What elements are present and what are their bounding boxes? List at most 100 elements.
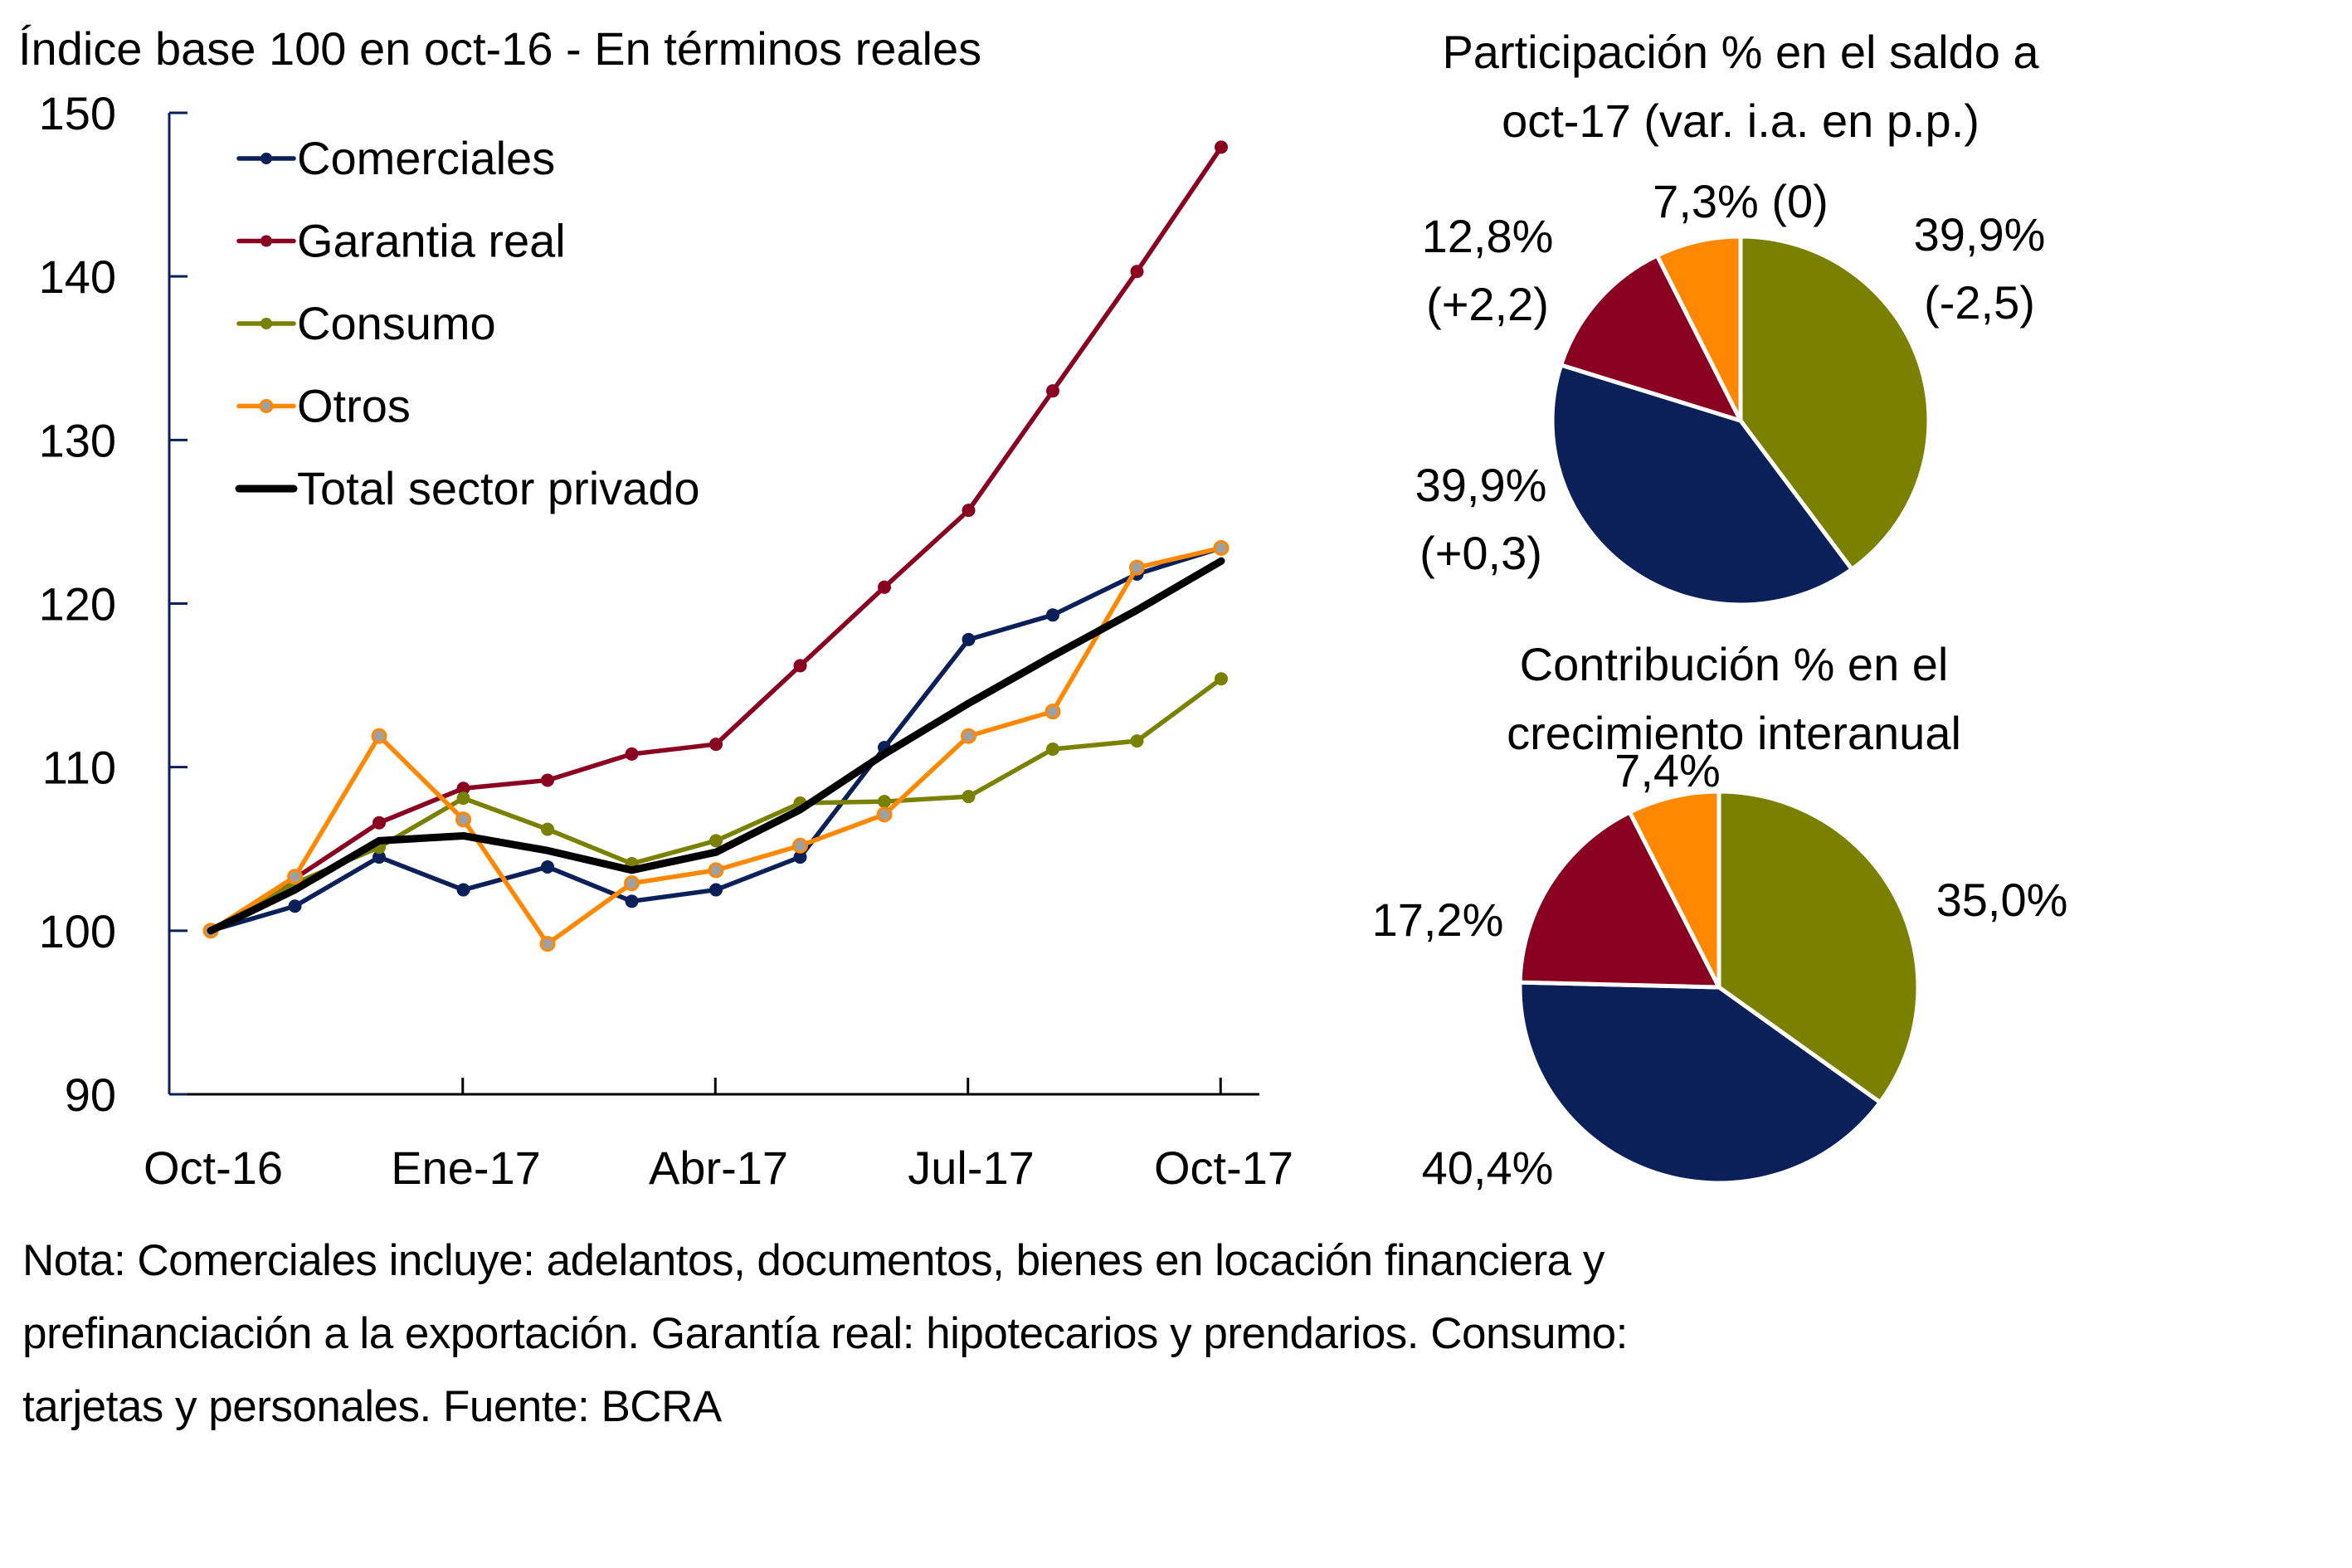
pie-data-label: 35,0% bbox=[1936, 874, 2068, 926]
data-point bbox=[288, 899, 302, 913]
x-tick-label: Jul-17 bbox=[908, 1142, 1035, 1194]
data-point bbox=[539, 936, 556, 952]
legend-item: Otros bbox=[236, 380, 411, 432]
legend-marker bbox=[261, 318, 272, 329]
data-point bbox=[1129, 559, 1145, 576]
pie-data-label: 7,4% bbox=[1614, 744, 1721, 796]
data-point bbox=[1215, 140, 1228, 154]
data-point bbox=[287, 869, 303, 885]
pie-data-label: 7,3% (0) bbox=[1653, 175, 1829, 227]
footnote-line-1: Nota: Comerciales incluye: adelantos, do… bbox=[22, 1236, 1605, 1285]
data-point bbox=[793, 659, 807, 673]
pie-slice-garantia-real bbox=[1517, 809, 1723, 990]
data-point bbox=[962, 504, 976, 518]
data-point bbox=[456, 791, 470, 806]
x-tick-label: Oct-17 bbox=[1154, 1142, 1293, 1194]
data-point bbox=[962, 632, 976, 646]
data-point bbox=[1215, 672, 1228, 686]
line-chart-title: Índice base 100 en oct-16 - En términos … bbox=[18, 22, 981, 75]
legend-marker bbox=[259, 399, 274, 413]
y-tick-label: 120 bbox=[39, 578, 116, 631]
data-point bbox=[371, 728, 387, 744]
data-point bbox=[792, 837, 808, 854]
legend-item: Garantia real bbox=[236, 215, 566, 267]
data-point bbox=[1213, 539, 1230, 556]
legend-item: Comerciales bbox=[236, 132, 555, 184]
data-point bbox=[624, 875, 640, 892]
data-point bbox=[878, 795, 891, 809]
data-point bbox=[625, 747, 639, 761]
footnote: Nota: Comerciales incluye: adelantos, do… bbox=[22, 1225, 2096, 1444]
pie-data-label: (+0,3) bbox=[1419, 527, 1542, 579]
pie-data-label: (+2,2) bbox=[1426, 278, 1549, 330]
y-tick-label: 110 bbox=[42, 742, 116, 794]
data-point bbox=[709, 834, 723, 848]
data-point bbox=[962, 790, 976, 804]
data-point bbox=[708, 862, 724, 879]
y-tick-labels: 90 100 110 120 130 140 150 bbox=[39, 87, 187, 1121]
series-line bbox=[207, 557, 1225, 935]
data-point bbox=[876, 806, 893, 823]
legend: Comerciales Garantia real Consumo Otros Tota… bbox=[235, 132, 700, 514]
data-point bbox=[456, 782, 470, 796]
pie-data-label: 17,2% bbox=[1372, 894, 1504, 946]
pie-data-label: 12,8% bbox=[1422, 210, 1554, 262]
legend-label: Otros bbox=[297, 380, 411, 432]
data-point bbox=[709, 738, 723, 752]
y-tick-label: 130 bbox=[39, 414, 116, 466]
data-point bbox=[373, 816, 386, 830]
y-tick-label: 90 bbox=[65, 1069, 116, 1121]
legend-marker bbox=[261, 235, 272, 247]
data-point bbox=[1046, 384, 1059, 398]
data-point bbox=[541, 859, 554, 874]
pie-slice-otros bbox=[1654, 234, 1743, 422]
x-tick-label: Abr-17 bbox=[649, 1142, 788, 1194]
x-tick-label: Oct-16 bbox=[144, 1142, 283, 1194]
pie-data-label: (-2,5) bbox=[1924, 276, 2035, 329]
pie2-title-line1: Contribución % en el bbox=[1520, 638, 1949, 690]
data-point bbox=[878, 580, 891, 594]
line-series-group bbox=[202, 140, 1230, 952]
x-tick-labels: Oct-16 Ene-17 Abr-17 Jul-17 Oct-17 bbox=[144, 1078, 1293, 1194]
x-tick-label: Ene-17 bbox=[391, 1142, 541, 1194]
legend-label: Consumo bbox=[297, 297, 496, 349]
pie-data-label: 39,9% bbox=[1415, 459, 1547, 511]
data-point bbox=[1045, 704, 1061, 720]
pie-slice-consumo bbox=[1717, 789, 1921, 1106]
pie2-title-line2: crecimiento interanual bbox=[1507, 707, 1961, 759]
pie-data-label: 40,4% bbox=[1422, 1142, 1554, 1194]
legend-label: Total sector privado bbox=[297, 462, 700, 514]
data-point bbox=[373, 850, 386, 864]
footnote-line-3: tarjetas y personales. Fuente: BCRA bbox=[22, 1382, 722, 1431]
data-point bbox=[541, 822, 554, 836]
data-point bbox=[625, 894, 639, 908]
pie-slice-consumo bbox=[1738, 234, 1931, 572]
data-point bbox=[455, 811, 471, 828]
pie-slice-comerciales bbox=[1550, 362, 1855, 607]
pie1-title-line1: Participación % en el saldo a bbox=[1442, 26, 2039, 78]
legend-label: Garantia real bbox=[297, 215, 566, 267]
data-point bbox=[961, 728, 976, 744]
legend-marker bbox=[261, 153, 272, 164]
legend-item: Total sector privado bbox=[235, 462, 700, 514]
data-point bbox=[1046, 742, 1059, 756]
y-tick-label: 140 bbox=[39, 251, 116, 303]
data-point bbox=[793, 850, 807, 864]
footnote-line-2: prefinanciación a la exportación. Garant… bbox=[22, 1309, 1628, 1358]
data-point bbox=[456, 883, 470, 897]
legend-label: Comerciales bbox=[297, 132, 555, 184]
pie-chart-contribucion: 35,0% 40,4% 17,2% 7,4% bbox=[1372, 744, 2068, 1194]
series-total-sector-privado bbox=[207, 557, 1225, 935]
data-point bbox=[1130, 265, 1144, 279]
pie-data-label: 39,9% bbox=[1914, 208, 2046, 261]
pie1-title-line2: oct-17 (var. i.a. en p.p.) bbox=[1502, 95, 1979, 147]
legend-item: Consumo bbox=[236, 297, 496, 349]
y-tick-label: 150 bbox=[39, 87, 116, 139]
series-consumo bbox=[204, 672, 1228, 937]
data-point bbox=[541, 773, 554, 787]
pie-slice-comerciales bbox=[1517, 980, 1883, 1186]
pie-slice-otros bbox=[1627, 789, 1721, 989]
data-point bbox=[1046, 608, 1059, 622]
y-tick-label: 100 bbox=[39, 905, 116, 957]
